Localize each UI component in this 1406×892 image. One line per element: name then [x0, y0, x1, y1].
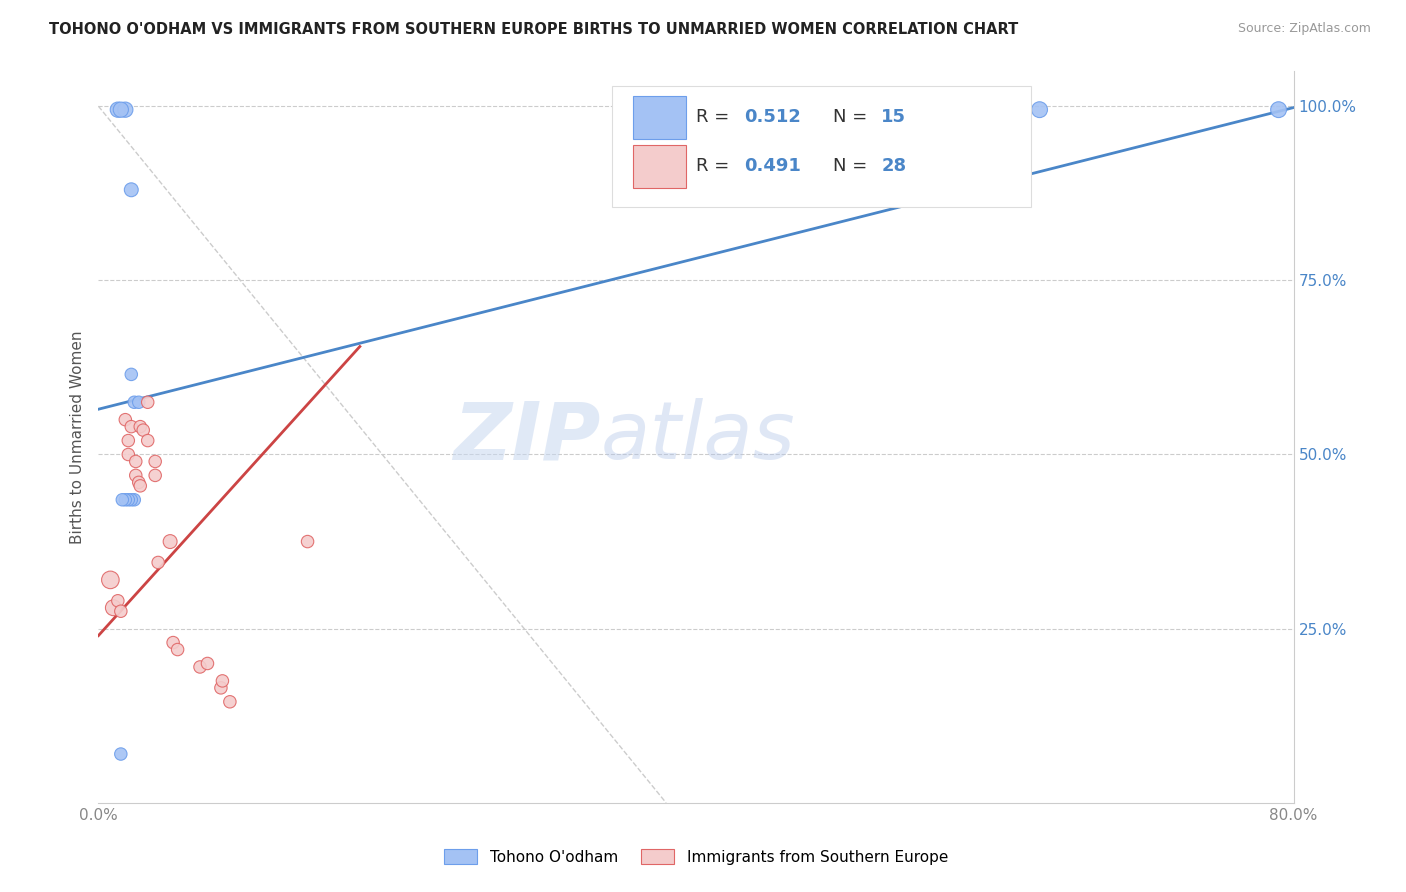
- Point: [120, 419, 142, 434]
- Point: [120, 183, 142, 197]
- Point: [136, 434, 159, 448]
- Point: [188, 660, 211, 674]
- Text: atlas: atlas: [600, 398, 796, 476]
- Text: 0.512: 0.512: [744, 109, 800, 127]
- Point: [98, 573, 122, 587]
- Point: [103, 600, 125, 615]
- Point: [114, 103, 136, 117]
- Point: [117, 434, 139, 448]
- Point: [124, 492, 146, 507]
- Point: [132, 423, 155, 437]
- Point: [110, 103, 132, 117]
- Text: N =: N =: [834, 158, 873, 176]
- Point: [128, 475, 150, 490]
- Text: Source: ZipAtlas.com: Source: ZipAtlas.com: [1237, 22, 1371, 36]
- Point: [143, 468, 166, 483]
- Point: [162, 635, 184, 649]
- Point: [120, 492, 142, 507]
- Point: [107, 103, 129, 117]
- FancyBboxPatch shape: [633, 96, 686, 138]
- Point: [297, 534, 319, 549]
- Text: ZIP: ZIP: [453, 398, 600, 476]
- Text: N =: N =: [834, 109, 873, 127]
- Point: [110, 747, 132, 761]
- Point: [148, 556, 170, 570]
- Point: [143, 454, 166, 468]
- Point: [129, 479, 152, 493]
- FancyBboxPatch shape: [613, 86, 1031, 207]
- Point: [120, 368, 142, 382]
- Point: [166, 642, 188, 657]
- Point: [1267, 103, 1289, 117]
- Point: [125, 454, 148, 468]
- Point: [1028, 103, 1050, 117]
- Point: [117, 492, 139, 507]
- Point: [114, 412, 136, 426]
- Text: TOHONO O'ODHAM VS IMMIGRANTS FROM SOUTHERN EUROPE BIRTHS TO UNMARRIED WOMEN CORR: TOHONO O'ODHAM VS IMMIGRANTS FROM SOUTHE…: [49, 22, 1018, 37]
- Point: [111, 492, 134, 507]
- Point: [219, 695, 242, 709]
- Text: 28: 28: [882, 158, 907, 176]
- Point: [128, 395, 150, 409]
- Text: 0.491: 0.491: [744, 158, 800, 176]
- Text: R =: R =: [696, 158, 735, 176]
- Point: [129, 419, 152, 434]
- Legend: Tohono O'odham, Immigrants from Southern Europe: Tohono O'odham, Immigrants from Southern…: [444, 848, 948, 864]
- Point: [124, 395, 146, 409]
- Point: [107, 594, 129, 608]
- Point: [110, 604, 132, 618]
- Point: [211, 673, 233, 688]
- FancyBboxPatch shape: [633, 145, 686, 187]
- Point: [117, 448, 139, 462]
- Point: [159, 534, 181, 549]
- Point: [197, 657, 219, 671]
- Point: [209, 681, 232, 695]
- Text: R =: R =: [696, 109, 735, 127]
- Point: [125, 468, 148, 483]
- Point: [136, 395, 159, 409]
- Point: [114, 492, 136, 507]
- Text: 15: 15: [882, 109, 907, 127]
- Y-axis label: Births to Unmarried Women: Births to Unmarried Women: [69, 330, 84, 544]
